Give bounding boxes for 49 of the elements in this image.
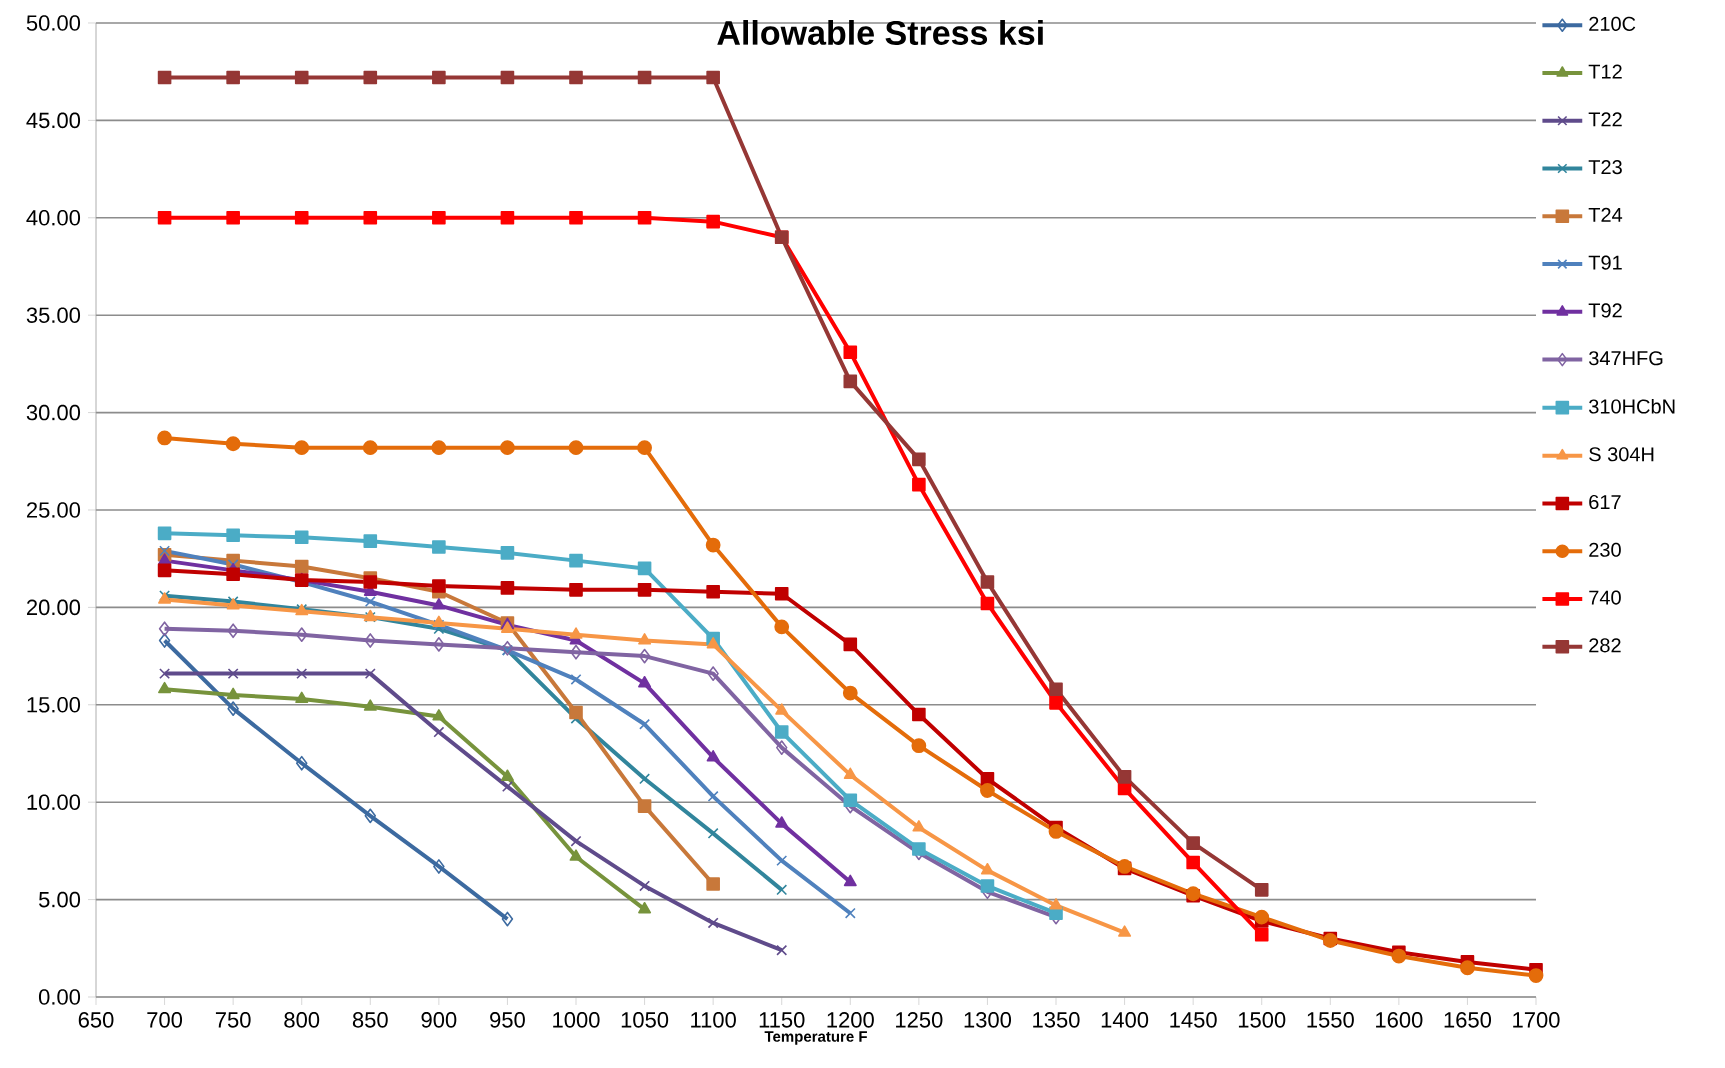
x-tick-label: 1550: [1307, 1012, 1354, 1028]
y-tick-label: 15.00: [27, 697, 81, 713]
x-axis-title: Temperature F: [764, 1031, 867, 1045]
legend-label: 282: [1589, 638, 1621, 653]
y-tick-label: 35.00: [26, 307, 81, 323]
x-tick-label: 1500: [1238, 1012, 1286, 1028]
x-tick-label: 1400: [1101, 1012, 1149, 1028]
x-tick-label: 950: [490, 1012, 525, 1028]
x-tick-label: 850: [352, 1012, 388, 1028]
x-tick-label: 1200: [827, 1012, 874, 1028]
x-tick-label: 1250: [896, 1012, 943, 1028]
x-tick-label: 700: [147, 1012, 183, 1028]
legend-label: T91: [1588, 255, 1622, 270]
y-tick-label: 20.00: [26, 599, 81, 616]
y-tick-label: 5.00: [39, 891, 81, 908]
y-tick-label: 45.00: [26, 112, 81, 129]
legend-label: 347HFG: [1589, 351, 1663, 366]
legend-label: T22: [1588, 112, 1622, 127]
legend-label: 210C: [1589, 16, 1636, 31]
legend-label: T92: [1588, 303, 1622, 318]
legend-label: T23: [1588, 160, 1622, 175]
y-tick-label: 25.00: [26, 502, 81, 518]
legend-label: 310HCbN: [1589, 398, 1675, 414]
x-tick-label: 1600: [1376, 1012, 1423, 1028]
y-tick-label: 50.00: [26, 15, 81, 31]
x-tick-label: 1650: [1444, 1012, 1492, 1028]
x-tick-label: 1150: [759, 1012, 805, 1028]
x-tick-label: 1700: [1513, 1012, 1560, 1028]
legend-label: 617: [1589, 494, 1621, 510]
x-tick-label: 1450: [1170, 1012, 1217, 1028]
x-tick-label: 1300: [964, 1012, 1012, 1028]
legend-label: 740: [1589, 590, 1621, 605]
x-tick-label: 750: [215, 1012, 251, 1028]
chart-title: Allowable Stress ksi: [717, 20, 1043, 45]
y-tick-label: 0.00: [38, 989, 81, 1005]
x-tick-label: 1050: [621, 1012, 669, 1028]
y-tick-label: 10.00: [27, 794, 81, 810]
x-tick-label: 1000: [553, 1012, 600, 1028]
x-tick-label: 1100: [691, 1012, 736, 1028]
legend-label: T12: [1588, 64, 1622, 79]
y-tick-label: 30.00: [26, 404, 81, 421]
x-tick-label: 1350: [1033, 1012, 1080, 1028]
x-tick-label: 900: [421, 1012, 457, 1028]
y-tick-label: 40.00: [26, 210, 81, 226]
legend-label: S 304H: [1589, 447, 1654, 462]
legend-label: T24: [1588, 207, 1623, 222]
x-tick-label: 650: [78, 1012, 114, 1028]
x-tick-label: 800: [284, 1012, 320, 1028]
legend-label: 230: [1589, 542, 1621, 557]
